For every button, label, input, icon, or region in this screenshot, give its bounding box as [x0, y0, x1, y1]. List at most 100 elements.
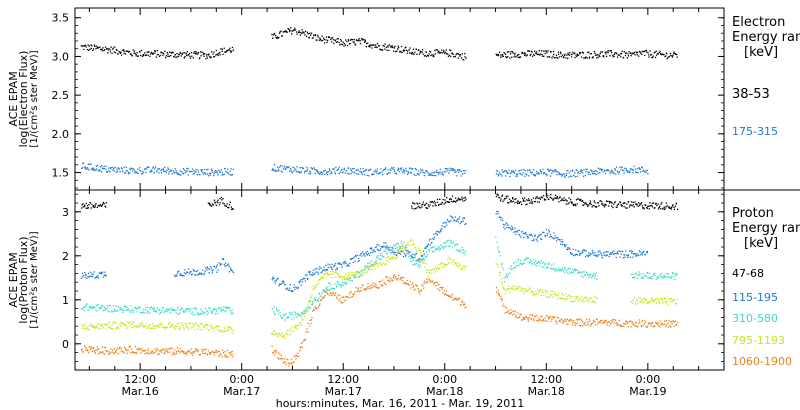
data-point — [362, 284, 364, 286]
data-point — [326, 272, 328, 274]
data-point — [676, 303, 678, 305]
data-point — [452, 217, 454, 219]
data-point — [311, 274, 314, 276]
data-point — [309, 273, 311, 275]
data-point — [295, 355, 297, 357]
data-point — [335, 296, 338, 298]
data-point — [215, 54, 217, 56]
data-point — [414, 203, 416, 205]
data-point — [175, 274, 177, 276]
data-point — [129, 325, 131, 327]
data-point — [500, 298, 502, 300]
data-point — [601, 51, 603, 53]
data-point — [164, 166, 166, 168]
data-point — [338, 41, 340, 44]
data-point — [564, 320, 566, 322]
data-point — [506, 57, 508, 59]
data-point — [566, 323, 568, 325]
data-point — [591, 275, 593, 277]
data-point — [641, 326, 643, 328]
data-point — [84, 346, 86, 348]
data-point — [595, 254, 597, 257]
data-point — [285, 331, 288, 333]
data-point — [581, 325, 584, 327]
data-point — [618, 171, 621, 173]
data-point — [317, 34, 319, 37]
data-point — [586, 297, 588, 299]
data-point — [465, 169, 467, 172]
data-point — [146, 328, 148, 330]
data-point — [524, 232, 526, 235]
data-point — [636, 54, 638, 56]
data-point — [588, 252, 590, 254]
data-point — [425, 282, 427, 284]
data-point — [382, 284, 384, 286]
data-point — [374, 251, 376, 253]
data-point — [309, 171, 312, 173]
data-point — [395, 257, 397, 259]
data-point — [385, 257, 387, 259]
data-point — [128, 310, 130, 312]
data-point — [527, 237, 529, 239]
data-point — [222, 198, 224, 200]
data-point — [124, 324, 126, 326]
data-point — [438, 50, 440, 52]
data-point — [504, 306, 506, 308]
data-point — [397, 250, 399, 252]
data-point — [646, 302, 649, 304]
data-point — [286, 31, 288, 34]
data-point — [352, 274, 354, 276]
data-point — [188, 349, 190, 351]
data-point — [627, 170, 629, 172]
data-point — [553, 293, 555, 295]
data-point — [542, 55, 544, 57]
data-point — [189, 271, 191, 273]
data-point — [595, 318, 598, 320]
data-point — [320, 299, 322, 301]
data-point — [498, 175, 500, 177]
data-point — [659, 320, 661, 322]
data-point — [309, 301, 311, 303]
data-point — [187, 351, 189, 353]
data-point — [188, 311, 190, 313]
data-point — [222, 308, 224, 311]
data-point — [524, 170, 526, 172]
data-point — [511, 287, 513, 290]
data-point — [501, 169, 503, 171]
data-point — [272, 331, 275, 333]
data-point — [118, 50, 120, 53]
data-point — [559, 321, 561, 323]
data-point — [373, 44, 375, 46]
data-point — [175, 325, 177, 327]
data-point — [171, 307, 173, 309]
data-point — [367, 282, 369, 285]
data-point — [290, 362, 292, 365]
data-point — [544, 172, 546, 174]
data-point — [169, 308, 171, 310]
data-point — [103, 323, 105, 325]
data-point — [405, 254, 407, 256]
data-point — [511, 51, 514, 53]
data-point — [589, 320, 591, 322]
data-point — [570, 252, 572, 254]
data-point — [317, 306, 319, 308]
data-point — [448, 172, 450, 174]
data-point — [231, 309, 233, 311]
data-point — [383, 263, 385, 265]
data-point — [456, 219, 458, 221]
data-point — [567, 52, 569, 54]
data-point — [109, 49, 111, 51]
data-point — [561, 54, 564, 56]
data-point — [446, 294, 448, 296]
data-point — [111, 52, 113, 55]
data-point — [555, 170, 557, 172]
data-point — [433, 236, 436, 238]
data-point — [160, 168, 163, 171]
data-point — [619, 325, 621, 327]
x-tick-time: 0:00 — [229, 373, 254, 386]
data-point — [329, 264, 331, 266]
data-point — [276, 332, 278, 335]
data-point — [502, 55, 504, 57]
data-point — [155, 349, 158, 351]
data-point — [199, 313, 201, 315]
